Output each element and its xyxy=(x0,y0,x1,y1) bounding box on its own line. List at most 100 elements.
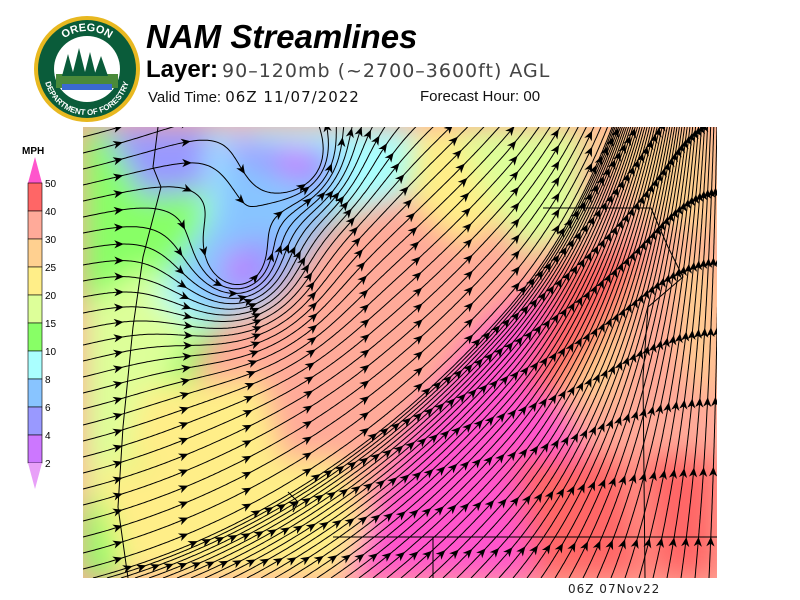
flow-arrow-icon xyxy=(558,246,567,258)
flow-arrow-icon xyxy=(408,551,419,561)
flow-arrow-icon xyxy=(463,286,474,297)
flow-arrow-icon xyxy=(421,507,432,518)
streamline xyxy=(414,127,663,578)
flow-arrow-icon xyxy=(236,294,248,303)
flow-arrow-icon xyxy=(411,271,422,282)
flow-arrow-icon xyxy=(517,405,527,416)
flow-arrow-icon xyxy=(463,254,473,265)
flow-arrow-icon xyxy=(301,468,312,477)
flow-arrow-icon xyxy=(112,444,123,453)
streamline xyxy=(83,127,122,138)
flow-arrow-icon xyxy=(488,380,498,390)
legend-tick: 40 xyxy=(45,207,57,218)
flow-arrow-icon xyxy=(402,199,413,209)
flow-arrow-icon xyxy=(113,223,124,232)
streamline xyxy=(358,127,653,578)
flow-arrow-icon xyxy=(658,167,667,178)
flow-arrow-icon xyxy=(236,163,245,175)
flow-arrow-icon xyxy=(212,278,223,287)
flow-arrow-icon xyxy=(493,347,504,358)
flow-arrow-icon xyxy=(542,262,552,273)
streamline xyxy=(83,127,386,310)
flow-arrow-icon xyxy=(455,163,465,174)
flow-arrow-icon xyxy=(183,331,194,340)
flow-arrow-icon xyxy=(646,285,655,296)
flow-arrow-icon xyxy=(306,291,317,302)
flow-arrow-icon xyxy=(681,331,690,342)
valid-time-label: Valid Time: xyxy=(148,89,222,106)
flow-arrow-icon xyxy=(434,506,444,516)
flow-arrow-icon xyxy=(605,194,613,205)
streamline-map xyxy=(83,127,717,578)
flow-arrow-icon xyxy=(605,418,614,430)
flow-arrow-icon xyxy=(556,347,566,358)
flow-arrow-icon xyxy=(176,219,185,230)
flow-arrow-icon xyxy=(431,381,442,392)
flow-arrow-icon xyxy=(621,256,630,268)
streamline xyxy=(302,127,643,578)
flow-arrow-icon xyxy=(576,483,585,494)
flow-arrow-icon xyxy=(687,196,696,207)
flow-arrow-icon xyxy=(490,325,501,336)
flow-arrow-icon xyxy=(351,237,361,248)
streamline xyxy=(652,127,709,578)
flow-arrow-icon xyxy=(476,548,486,559)
wind-speed-legend: MPH 50 40 30 25 20 15 10 8 6 4 2 xyxy=(22,146,57,489)
flow-arrow-icon xyxy=(626,207,635,218)
streamline xyxy=(83,127,401,316)
flow-arrow-icon xyxy=(555,488,565,499)
flow-arrow-icon xyxy=(523,330,533,342)
flow-arrow-icon xyxy=(693,536,702,547)
legend-swatch xyxy=(27,322,43,352)
flow-arrow-icon xyxy=(558,307,567,319)
flow-arrow-icon xyxy=(357,275,368,286)
flow-arrow-icon xyxy=(359,304,370,314)
flow-arrow-icon xyxy=(533,492,543,504)
flow-arrow-icon xyxy=(503,342,514,353)
flow-arrow-icon xyxy=(274,244,283,256)
flow-arrow-icon xyxy=(359,364,370,374)
flow-arrow-icon xyxy=(623,303,632,314)
flow-arrow-icon xyxy=(242,410,253,418)
flow-arrow-icon xyxy=(519,366,529,377)
streamline xyxy=(83,127,515,410)
layer-value: 90–120mb (~2700–3600ft) AGL xyxy=(222,60,551,82)
legend-swatch xyxy=(27,210,43,240)
streamline xyxy=(456,127,671,578)
flow-arrow-icon xyxy=(654,172,663,184)
flow-arrow-icon xyxy=(461,207,471,218)
flow-arrow-icon xyxy=(122,565,133,574)
flow-arrow-icon xyxy=(605,539,614,551)
flow-arrow-icon xyxy=(412,383,423,393)
flow-arrow-icon xyxy=(346,461,357,471)
flow-arrow-icon xyxy=(462,423,472,433)
flow-arrow-icon xyxy=(603,232,611,243)
flow-arrow-icon xyxy=(355,261,366,272)
flow-arrow-icon xyxy=(663,402,672,413)
streamline xyxy=(83,127,595,538)
flow-arrow-icon xyxy=(112,157,123,166)
flow-arrow-icon xyxy=(363,129,371,141)
flow-arrow-icon xyxy=(359,333,370,344)
flow-arrow-icon xyxy=(588,425,596,437)
flow-arrow-icon xyxy=(113,303,124,312)
flow-arrow-icon xyxy=(114,256,124,265)
flow-arrow-icon xyxy=(509,171,519,182)
flow-arrow-icon xyxy=(337,137,346,148)
flow-arrow-icon xyxy=(714,256,717,267)
oregon-department-of-forestry-logo: OREGON DEPARTMENT OF FORESTRY xyxy=(34,16,140,122)
flow-arrow-icon xyxy=(703,397,712,408)
flow-arrow-icon xyxy=(565,239,574,250)
streamlines xyxy=(83,127,717,578)
streamline xyxy=(680,127,715,578)
flow-arrow-icon xyxy=(528,298,538,309)
forecast-hour: Forecast Hour: 00 xyxy=(420,88,540,105)
streamline xyxy=(83,127,602,554)
flow-arrow-icon xyxy=(631,159,640,170)
flow-arrow-icon xyxy=(241,440,252,449)
flow-arrow-icon xyxy=(301,436,313,446)
flow-arrow-icon xyxy=(174,264,185,275)
legend-tick: 25 xyxy=(45,263,57,274)
flow-arrow-icon xyxy=(248,350,260,359)
flow-arrow-icon xyxy=(338,201,349,212)
